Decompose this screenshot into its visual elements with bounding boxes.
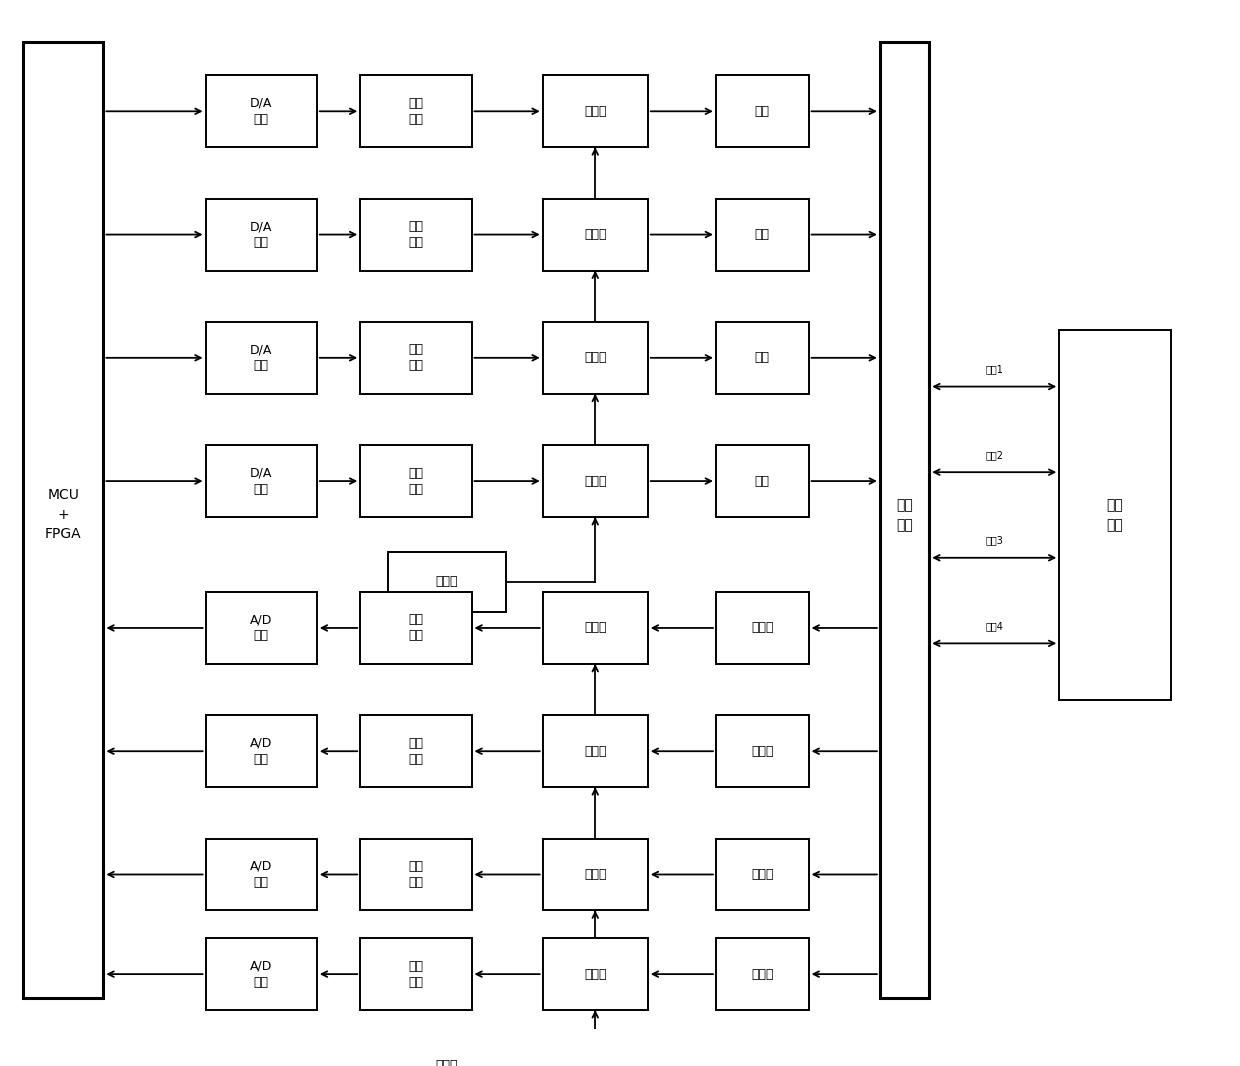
Text: 低噪放: 低噪放 xyxy=(751,968,774,981)
Text: 上变频: 上变频 xyxy=(584,104,606,118)
Text: 中频
放大: 中频 放大 xyxy=(408,97,423,126)
FancyBboxPatch shape xyxy=(206,938,317,1011)
FancyBboxPatch shape xyxy=(715,198,808,271)
Text: D/A
转换: D/A 转换 xyxy=(250,343,273,372)
FancyBboxPatch shape xyxy=(715,938,808,1011)
FancyBboxPatch shape xyxy=(360,446,471,517)
FancyBboxPatch shape xyxy=(360,322,471,393)
FancyBboxPatch shape xyxy=(1059,330,1171,700)
Text: A/D
转换: A/D 转换 xyxy=(250,959,273,988)
Text: 中频
放人: 中频 放人 xyxy=(408,613,423,643)
Text: 信锱1: 信锱1 xyxy=(986,365,1003,374)
Text: D/A
转换: D/A 转换 xyxy=(250,220,273,249)
Text: A/D
转换: A/D 转换 xyxy=(250,860,273,889)
FancyBboxPatch shape xyxy=(206,715,317,787)
FancyBboxPatch shape xyxy=(543,938,647,1011)
FancyBboxPatch shape xyxy=(206,322,317,393)
Text: 低噪放: 低噪放 xyxy=(751,745,774,758)
Text: MCU
+
FPGA: MCU + FPGA xyxy=(45,488,82,542)
Text: 信锱4: 信锱4 xyxy=(986,621,1003,631)
FancyBboxPatch shape xyxy=(715,839,808,910)
Text: 上变频: 上变频 xyxy=(584,228,606,241)
Text: 中频
放大: 中频 放大 xyxy=(408,959,423,988)
FancyBboxPatch shape xyxy=(715,322,808,393)
FancyBboxPatch shape xyxy=(543,592,647,664)
FancyBboxPatch shape xyxy=(715,592,808,664)
FancyBboxPatch shape xyxy=(388,1036,506,1066)
Text: D/A
转换: D/A 转换 xyxy=(250,97,273,126)
Text: 中频
放大: 中频 放大 xyxy=(408,860,423,889)
FancyBboxPatch shape xyxy=(543,839,647,910)
FancyBboxPatch shape xyxy=(880,43,929,998)
FancyBboxPatch shape xyxy=(360,76,471,147)
FancyBboxPatch shape xyxy=(206,446,317,517)
FancyBboxPatch shape xyxy=(543,715,647,787)
Text: 下变频: 下变频 xyxy=(584,621,606,634)
Text: 中频
放人: 中频 放人 xyxy=(408,467,423,496)
Text: 中频
放大: 中频 放大 xyxy=(408,220,423,249)
FancyBboxPatch shape xyxy=(360,715,471,787)
FancyBboxPatch shape xyxy=(24,43,103,998)
FancyBboxPatch shape xyxy=(206,592,317,664)
Text: 中频
放人: 中频 放人 xyxy=(408,737,423,765)
Text: D/A
转换: D/A 转换 xyxy=(250,467,273,496)
Text: 上变频: 上变频 xyxy=(584,474,606,487)
Text: 下变频: 下变频 xyxy=(584,868,606,881)
FancyBboxPatch shape xyxy=(715,715,808,787)
FancyBboxPatch shape xyxy=(543,446,647,517)
FancyBboxPatch shape xyxy=(206,839,317,910)
Text: 功放: 功放 xyxy=(755,352,770,365)
Text: 下变频: 下变频 xyxy=(584,968,606,981)
FancyBboxPatch shape xyxy=(388,552,506,612)
Text: 功放: 功放 xyxy=(755,474,770,487)
Text: 定向
天线: 定向 天线 xyxy=(1106,498,1123,532)
Text: 锁相环: 锁相环 xyxy=(435,576,458,588)
Text: A/D
转换: A/D 转换 xyxy=(250,613,273,643)
FancyBboxPatch shape xyxy=(543,322,647,393)
FancyBboxPatch shape xyxy=(715,76,808,147)
Text: 功放: 功放 xyxy=(755,104,770,118)
FancyBboxPatch shape xyxy=(543,198,647,271)
FancyBboxPatch shape xyxy=(206,198,317,271)
Text: 信锱3: 信锱3 xyxy=(986,535,1003,546)
FancyBboxPatch shape xyxy=(360,592,471,664)
Text: 低噪放: 低噪放 xyxy=(751,868,774,881)
FancyBboxPatch shape xyxy=(206,76,317,147)
Text: 下变频: 下变频 xyxy=(584,745,606,758)
Text: 信锱2: 信锱2 xyxy=(986,450,1003,459)
Text: 中频
放大: 中频 放大 xyxy=(408,343,423,372)
Text: 功放: 功放 xyxy=(755,228,770,241)
FancyBboxPatch shape xyxy=(360,198,471,271)
FancyBboxPatch shape xyxy=(360,839,471,910)
FancyBboxPatch shape xyxy=(715,446,808,517)
FancyBboxPatch shape xyxy=(543,76,647,147)
Text: A/D
转换: A/D 转换 xyxy=(250,737,273,765)
Text: 收发
开关: 收发 开关 xyxy=(897,498,913,532)
Text: 低噪放: 低噪放 xyxy=(751,621,774,634)
FancyBboxPatch shape xyxy=(360,938,471,1011)
Text: 锁相环: 锁相环 xyxy=(435,1059,458,1066)
Text: 上变频: 上变频 xyxy=(584,352,606,365)
